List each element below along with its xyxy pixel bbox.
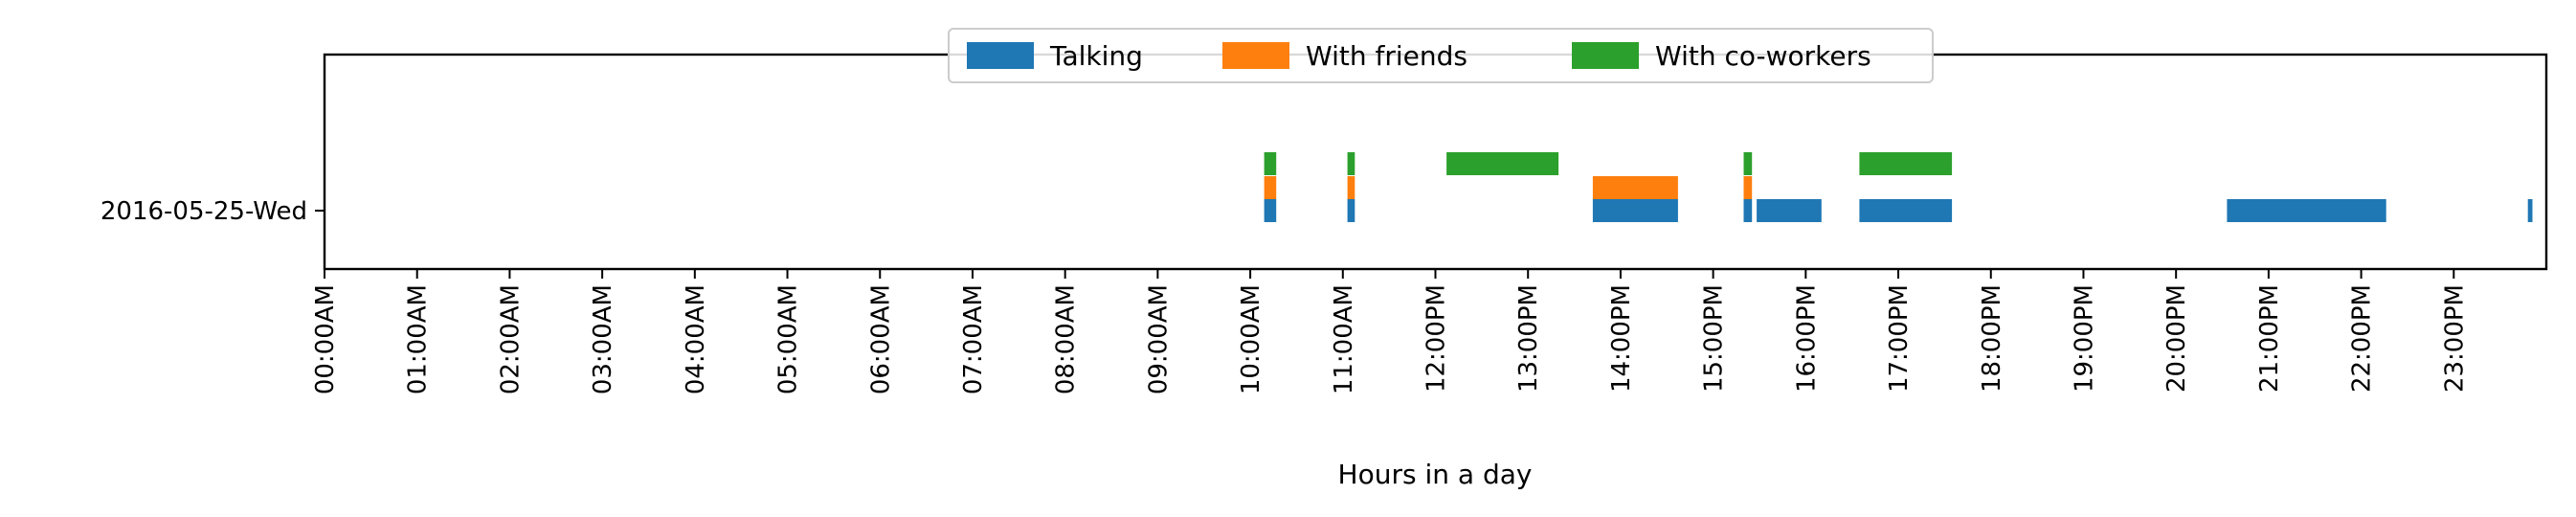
bar-with-co-workers — [1743, 152, 1753, 175]
x-tick-label: 15:00PM — [1700, 284, 1729, 393]
bar-with-friends — [1743, 176, 1753, 199]
y-tick-label: 2016-05-25-Wed — [101, 197, 307, 226]
x-tick-label: 16:00PM — [1792, 284, 1821, 393]
x-tick-label: 09:00AM — [1144, 284, 1173, 394]
x-tick-label: 17:00PM — [1885, 284, 1914, 393]
x-tick-label: 13:00PM — [1514, 284, 1543, 393]
x-tick-label: 01:00AM — [404, 284, 433, 394]
bar-talking — [1264, 199, 1277, 222]
bar-talking — [1743, 199, 1753, 222]
x-tick-label: 22:00PM — [2348, 284, 2377, 393]
x-tick-label: 05:00AM — [774, 284, 803, 394]
legend-label-with-co-workers: With co-workers — [1655, 40, 1871, 72]
x-tick-label: 20:00PM — [2162, 284, 2191, 393]
bar-with-co-workers — [1347, 152, 1355, 175]
x-tick-label: 23:00PM — [2440, 284, 2469, 393]
x-tick-label: 12:00PM — [1422, 284, 1451, 393]
x-tick-label: 19:00PM — [2070, 284, 2098, 393]
bar-talking — [1347, 199, 1355, 222]
legend-swatch-talking — [967, 42, 1034, 69]
bar-with-friends — [1347, 176, 1355, 199]
legend-swatch-with-friends — [1222, 42, 1289, 69]
legend-label-talking: Talking — [1049, 40, 1143, 72]
bar-talking — [1859, 199, 1953, 222]
bar-with-co-workers — [1446, 152, 1559, 175]
x-tick-label: 02:00AM — [496, 284, 525, 394]
x-axis-ticks: 00:00AM 01:00AM 02:00AM 03:00AM 04:00AM 05:00… — [311, 269, 2469, 394]
x-tick-label: 14:00PM — [1607, 284, 1636, 393]
y-axis-ticks: 2016-05-25-Wed — [101, 197, 325, 226]
bar-with-friends — [1264, 176, 1277, 199]
x-tick-label: 06:00AM — [866, 284, 895, 394]
bar-with-friends — [1592, 176, 1678, 199]
bar-talking — [2527, 199, 2533, 222]
legend-swatch-with-co-workers — [1572, 42, 1639, 69]
legend-box — [948, 28, 1934, 83]
x-tick-label: 21:00PM — [2255, 284, 2284, 393]
x-tick-label: 08:00AM — [1052, 284, 1081, 394]
x-tick-label: 07:00AM — [959, 284, 988, 394]
x-tick-label: 10:00AM — [1237, 284, 1266, 394]
x-tick-label: 11:00AM — [1330, 284, 1358, 394]
x-axis-label: Hours in a day — [1338, 459, 1533, 490]
activity-bars — [1264, 152, 2533, 222]
legend: Talking With friends With co-workers — [948, 28, 1934, 83]
x-tick-label: 18:00PM — [1978, 284, 2006, 393]
x-tick-label: 00:00AM — [311, 284, 340, 394]
x-tick-label: 03:00AM — [589, 284, 617, 394]
bar-with-co-workers — [1264, 152, 1277, 175]
bar-with-co-workers — [1859, 152, 1953, 175]
plot-area-frame — [323, 53, 2548, 271]
x-tick-label: 04:00AM — [682, 284, 710, 394]
bar-talking — [1757, 199, 1822, 222]
bar-talking — [2227, 199, 2386, 222]
bar-talking — [1592, 199, 1678, 222]
legend-label-with-friends: With friends — [1306, 40, 1467, 72]
